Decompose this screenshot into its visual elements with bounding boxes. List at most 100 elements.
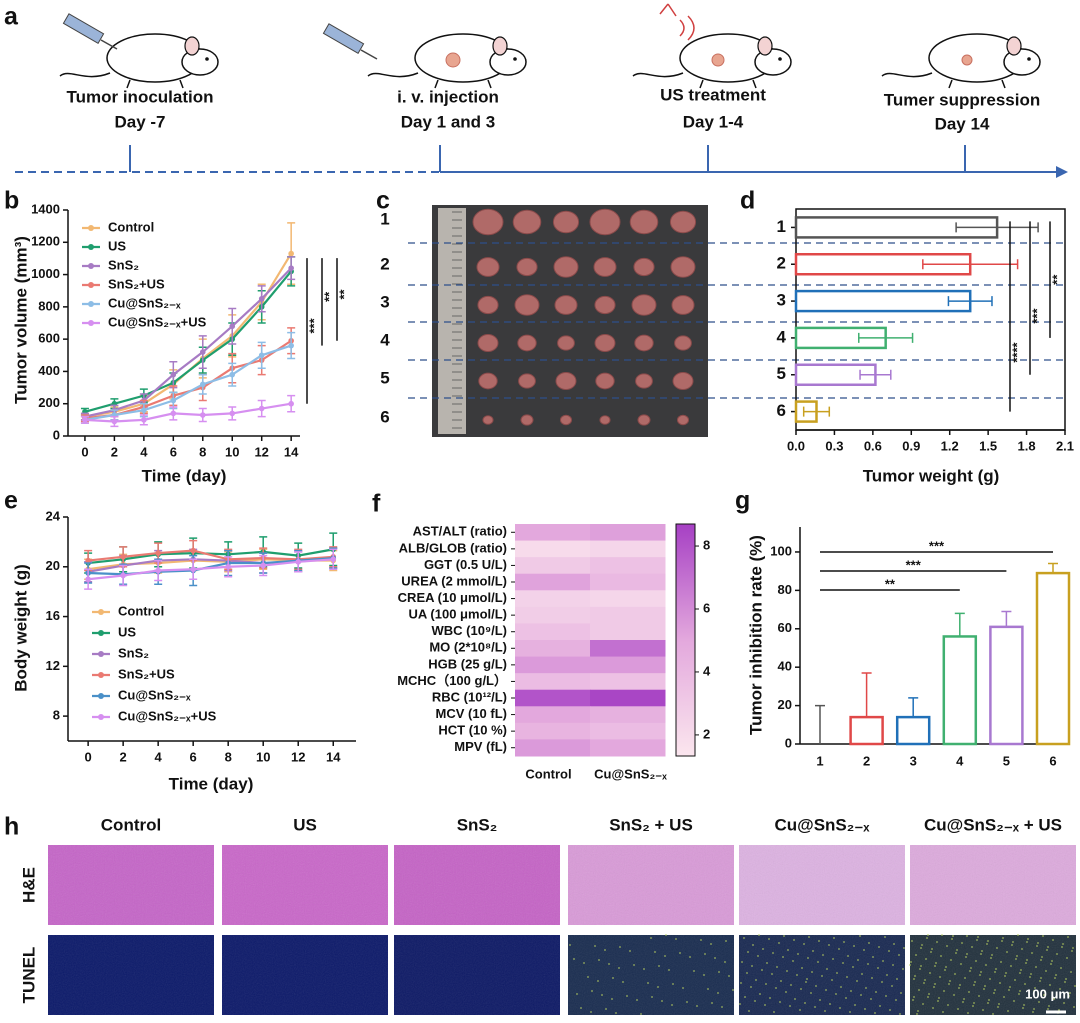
stain-label: H&E — [19, 867, 38, 903]
tunel-signal — [804, 1002, 806, 1004]
needle — [100, 39, 118, 50]
tunel-signal — [845, 997, 847, 999]
series-line — [84, 267, 292, 418]
tumor-photo — [634, 334, 654, 352]
point — [288, 250, 294, 257]
mouse-eye — [778, 57, 782, 61]
heat-cell — [515, 590, 591, 608]
tunel-signal — [962, 1001, 964, 1003]
tunel-signal — [979, 974, 981, 976]
ruler — [438, 208, 466, 434]
row-label: MPV (fL) — [454, 739, 507, 754]
legend-label: Control — [108, 219, 154, 234]
tunel-signal — [991, 954, 993, 956]
tunel-signal — [941, 934, 943, 936]
tunel-signal — [861, 973, 863, 975]
tunel-signal — [755, 979, 757, 981]
mouse-icon — [367, 33, 527, 89]
point — [288, 265, 294, 271]
tunel-signal — [917, 1010, 919, 1012]
y-tick-label: 6 — [777, 401, 786, 420]
tumor-photo — [477, 334, 499, 352]
point — [170, 371, 177, 378]
tunel-signal — [1033, 1008, 1035, 1010]
tumor-photo — [472, 208, 504, 236]
tunel-signal — [1038, 1001, 1040, 1003]
legend-marker — [98, 630, 104, 636]
tunel-signal — [1004, 975, 1006, 977]
tunel-signal — [782, 956, 784, 958]
x-tick-label: 10 — [225, 444, 239, 459]
tunel-signal — [1028, 997, 1030, 999]
tunel-signal — [959, 984, 961, 986]
tunel-signal — [743, 937, 745, 939]
tunel-signal — [1033, 990, 1035, 992]
tunel-signal — [711, 1002, 713, 1004]
tunel-signal — [594, 945, 596, 947]
heat-cell — [515, 524, 591, 542]
tunel-signal — [953, 994, 955, 996]
tunel-signal — [693, 970, 695, 972]
point — [288, 400, 294, 407]
tunel-signal — [938, 997, 940, 999]
tunel-signal — [1036, 945, 1038, 947]
group-title: Cu@SnS₂₋ₓ — [774, 815, 870, 834]
tunel-signal — [831, 979, 833, 981]
x-axis-title: Tumor weight (g) — [863, 466, 1000, 485]
x-tick-label: 5 — [1003, 753, 1010, 768]
tunel-signal — [818, 940, 820, 942]
significance-label: ** — [321, 291, 336, 302]
tunel-signal — [986, 943, 988, 945]
tunel-signal — [891, 985, 893, 987]
error-bar — [858, 332, 914, 343]
tumor-photo — [476, 257, 500, 277]
tunel-signal — [899, 1013, 901, 1015]
tunel-signal — [966, 935, 968, 937]
tunel-signal — [710, 943, 712, 945]
tunel-signal — [854, 1004, 856, 1006]
x-axis-title: Time (day) — [142, 466, 227, 485]
point — [155, 567, 161, 574]
tunel-signal — [775, 987, 777, 989]
legend-label: SnS₂+US — [118, 666, 175, 681]
tunel-signal — [766, 962, 768, 964]
tunel-signal — [946, 945, 948, 947]
heat-cell — [515, 557, 591, 575]
error-bar — [815, 704, 825, 744]
micrograph-texture — [568, 845, 734, 925]
tunel-signal — [928, 993, 930, 995]
y-tick-label: 4 — [777, 327, 787, 346]
tumor-photo — [599, 415, 611, 425]
tunel-signal — [1071, 950, 1073, 952]
legend-label: SnS₂ — [118, 645, 149, 660]
point — [229, 410, 236, 417]
event-title: Tumor inoculation — [66, 87, 213, 106]
colorbar — [675, 523, 696, 757]
heat-cell — [515, 623, 591, 641]
tunel-signal — [949, 980, 951, 982]
tumor-photo — [629, 209, 659, 235]
legend-label: Cu@SnS₂₋ₓ — [118, 687, 191, 702]
tunel-signal — [1029, 976, 1031, 978]
tunel-signal — [1019, 990, 1021, 992]
bar — [942, 635, 978, 746]
x-tick-label: 1.8 — [1018, 438, 1036, 453]
tunel-signal — [1066, 957, 1068, 959]
significance-label: **** — [1009, 341, 1024, 362]
event-day: Day 1 and 3 — [401, 112, 496, 131]
point — [85, 557, 91, 564]
tunel-signal — [925, 958, 927, 960]
tunel-signal — [776, 966, 778, 968]
tunel-signal — [794, 998, 796, 1000]
tunel-signal — [785, 991, 787, 993]
tunel-signal — [960, 963, 962, 965]
tunel-signal — [929, 972, 931, 974]
event-day: Day 14 — [935, 114, 990, 133]
row-label: MO (2*10⁸/L) — [429, 640, 507, 655]
tunel-signal — [1023, 1004, 1025, 1006]
tunel-signal — [825, 989, 827, 991]
tunel-signal — [668, 969, 670, 971]
event-title: Tumer suppression — [884, 90, 1041, 109]
tunel-signal — [945, 966, 947, 968]
tumor-photo — [554, 295, 578, 315]
